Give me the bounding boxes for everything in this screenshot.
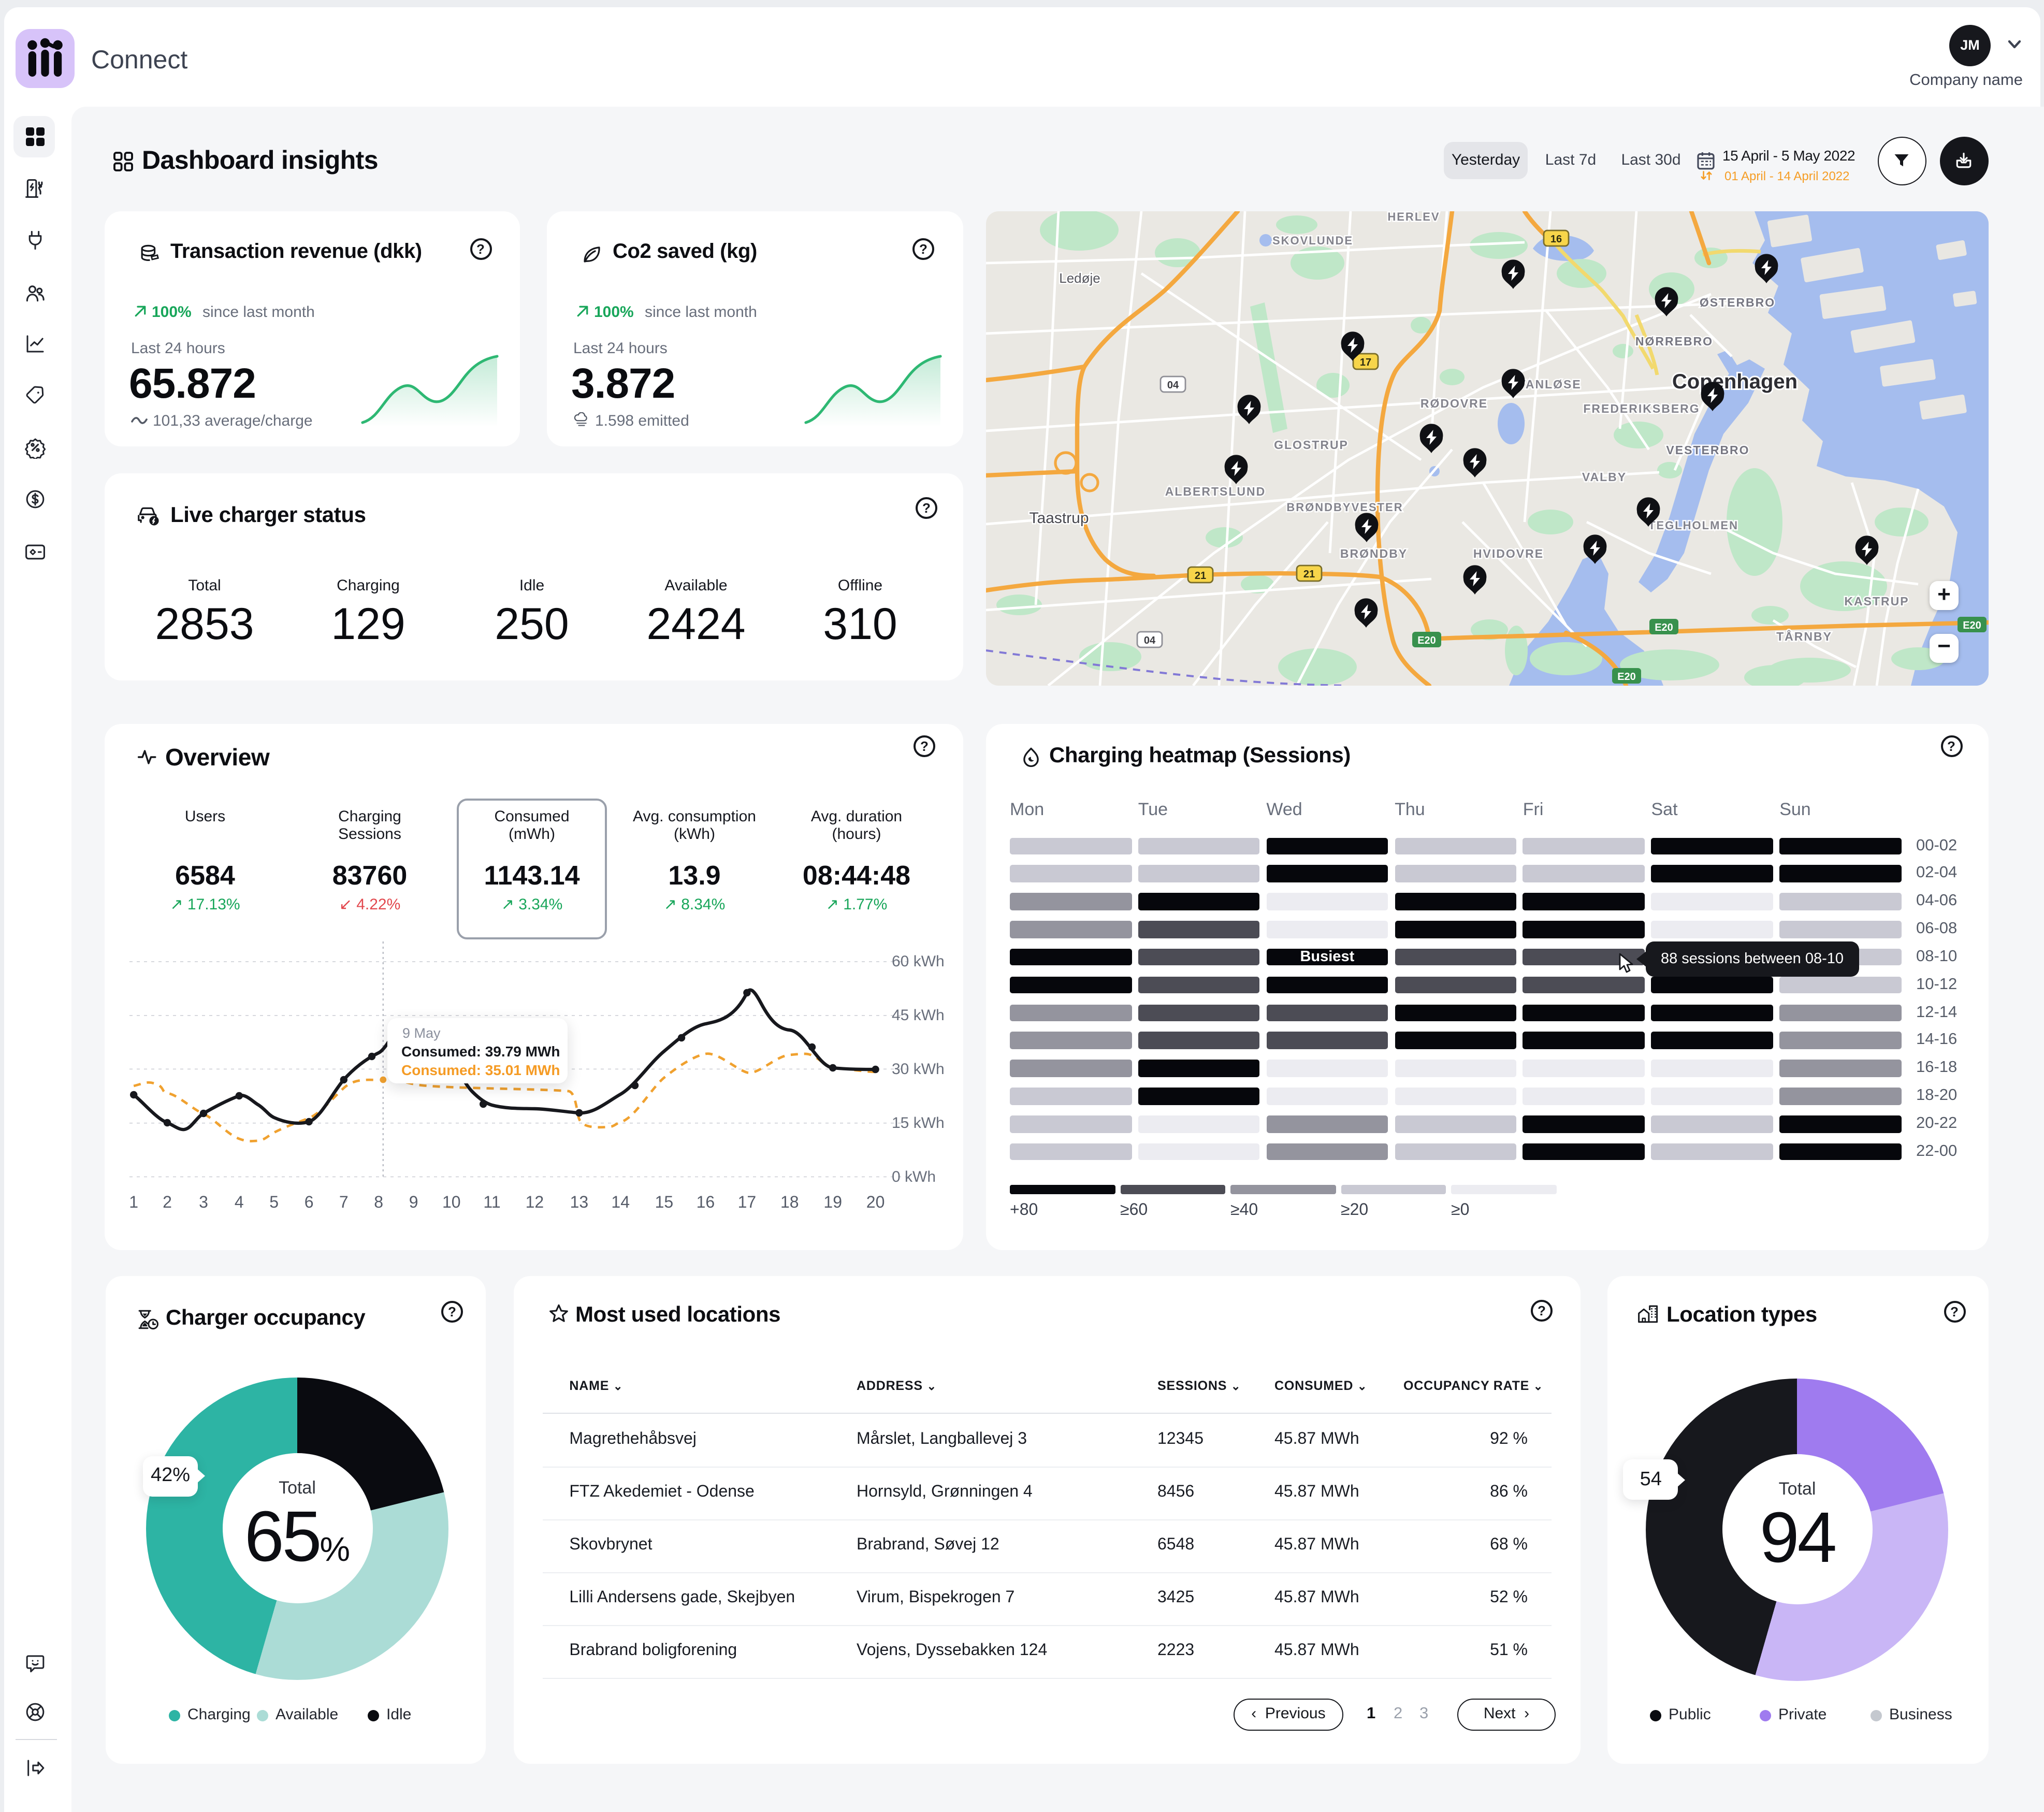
svg-text:KASTRUP: KASTRUP (1844, 595, 1909, 608)
svg-text:TÅRNBY: TÅRNBY (1776, 629, 1832, 643)
svg-text:HERLEV: HERLEV (1387, 211, 1440, 223)
svg-text:14: 14 (611, 1192, 629, 1211)
svg-text:4: 4 (234, 1192, 243, 1211)
svg-text:ØSTERBRO: ØSTERBRO (1700, 296, 1775, 309)
svg-text:17: 17 (737, 1192, 756, 1211)
svg-text:VALBY: VALBY (1582, 470, 1627, 484)
svg-text:GLOSTRUP: GLOSTRUP (1274, 438, 1349, 452)
svg-text:30 kWh: 30 kWh (891, 1060, 944, 1077)
svg-text:04: 04 (1144, 635, 1156, 646)
svg-text:RØDOVRE: RØDOVRE (1420, 397, 1488, 410)
svg-text:E20: E20 (1655, 622, 1673, 633)
svg-text:5: 5 (269, 1192, 278, 1211)
svg-text:16: 16 (1550, 234, 1562, 245)
svg-text:Ledøje: Ledøje (1059, 270, 1100, 286)
svg-text:12: 12 (525, 1192, 544, 1211)
svg-text:HVIDOVRE: HVIDOVRE (1473, 547, 1544, 560)
svg-text:2: 2 (162, 1192, 171, 1211)
svg-text:11: 11 (483, 1192, 500, 1211)
svg-text:Copenhagen: Copenhagen (1672, 370, 1797, 393)
svg-text:E20: E20 (1617, 671, 1636, 683)
svg-text:Taastrup: Taastrup (1029, 510, 1089, 527)
svg-text:3: 3 (198, 1192, 208, 1211)
svg-text:1: 1 (128, 1192, 138, 1211)
svg-text:NØRREBRO: NØRREBRO (1635, 335, 1713, 348)
svg-text:16: 16 (696, 1192, 715, 1211)
svg-text:10: 10 (442, 1192, 460, 1211)
svg-text:0 kWh: 0 kWh (891, 1168, 935, 1185)
svg-text:FREDERIKSBERG: FREDERIKSBERG (1583, 402, 1700, 415)
svg-text:8: 8 (373, 1192, 383, 1211)
svg-text:9: 9 (409, 1192, 418, 1211)
svg-text:21: 21 (1195, 570, 1206, 582)
svg-text:BRØNDBYVESTER: BRØNDBYVESTER (1286, 501, 1403, 514)
svg-text:13: 13 (570, 1192, 588, 1211)
svg-text:ALBERTSLUND: ALBERTSLUND (1165, 485, 1266, 498)
svg-text:VESTERBRO: VESTERBRO (1666, 443, 1749, 457)
svg-text:7: 7 (339, 1192, 348, 1211)
svg-text:18: 18 (780, 1192, 799, 1211)
svg-text:15: 15 (655, 1192, 673, 1211)
svg-text:TEGLHOLMEN: TEGLHOLMEN (1648, 519, 1738, 532)
svg-text:21: 21 (1303, 569, 1315, 580)
svg-text:19: 19 (823, 1192, 842, 1211)
svg-text:VANLØSE: VANLØSE (1517, 378, 1581, 391)
svg-text:45 kWh: 45 kWh (891, 1006, 944, 1023)
svg-text:SKOVLUNDE: SKOVLUNDE (1272, 234, 1353, 247)
svg-text:6: 6 (304, 1192, 313, 1211)
svg-text:15 kWh: 15 kWh (891, 1114, 944, 1131)
svg-text:04: 04 (1167, 380, 1179, 391)
svg-text:60 kWh: 60 kWh (891, 952, 944, 969)
svg-text:20: 20 (866, 1192, 885, 1211)
svg-text:E20: E20 (1417, 635, 1436, 646)
svg-text:BRØNDBY: BRØNDBY (1340, 547, 1408, 560)
svg-text:17: 17 (1360, 357, 1371, 368)
svg-text:E20: E20 (1963, 620, 1981, 631)
